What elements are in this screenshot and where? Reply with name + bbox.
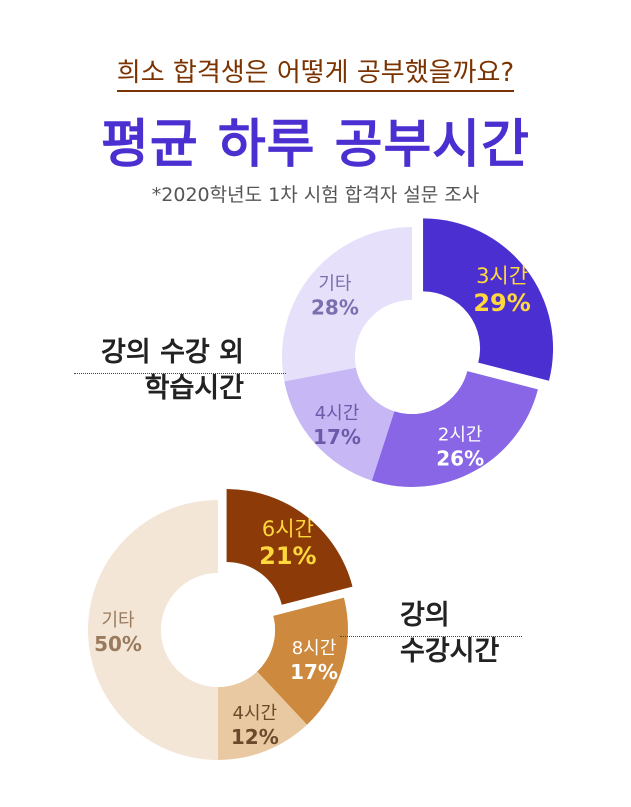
chart1-slice-2	[371, 371, 538, 487]
chart1-slice-3-value-label: 17%	[313, 425, 361, 449]
chart2-slice-2	[257, 597, 349, 725]
chart1-slice-4	[281, 227, 412, 382]
chart2-slice-4-category-label: 기타	[101, 610, 135, 631]
chart1-slice-4-value-label: 28%	[311, 295, 359, 319]
chart1-center-hole	[355, 300, 469, 414]
leader-line-2	[340, 636, 522, 637]
chart1-label-line1: 강의 수강 외	[101, 337, 244, 368]
chart1-slice-1-category-label: 3시간	[476, 264, 528, 288]
chart1-slice-2-value-label: 26%	[436, 447, 484, 471]
chart1-slice-4-category-label: 기타	[318, 273, 352, 294]
chart1-slice-1	[423, 218, 554, 381]
chart1-slice-3	[284, 367, 395, 481]
chart1-slice-2-category-label: 2시간	[438, 425, 483, 446]
subtitle-text: 희소 합격생은 어떻게 공부했을까요?	[116, 58, 515, 92]
chart2-slice-2-value-label: 17%	[290, 660, 338, 684]
chart2-label-line2: 수강시간	[400, 636, 500, 667]
chart2-slice-4	[88, 500, 218, 760]
survey-note: *2020학년도 1차 시험 합격자 설문 조사	[151, 184, 480, 206]
page-title: 평균 하루 공부시간	[101, 115, 530, 175]
chart2-slice-3	[218, 671, 307, 760]
chart2-slice-1-category-label: 6시간	[262, 517, 314, 541]
chart1-slice-1-value-label: 29%	[473, 289, 530, 317]
chart1-label-line2: 학습시간	[144, 373, 244, 404]
chart2-slice-2-category-label: 8시간	[292, 638, 337, 659]
chart2-center-hole	[161, 573, 275, 687]
chart2-slice-3-category-label: 4시간	[233, 703, 278, 724]
leader-line-1	[74, 373, 286, 374]
chart1-label: 강의 수강 외 학습시간	[74, 335, 244, 407]
subtitle: 희소 합격생은 어떻게 공부했을까요?	[0, 52, 631, 92]
chart2-label-line1: 강의	[400, 600, 450, 631]
chart2-slice-1	[226, 488, 353, 605]
chart2-label: 강의 수강시간	[400, 598, 560, 670]
chart1-slice-3-category-label: 4시간	[315, 403, 360, 424]
chart2-slice-1-value-label: 21%	[259, 542, 316, 570]
chart2-slice-4-value-label: 50%	[94, 632, 142, 656]
chart2-slice-3-value-label: 12%	[231, 725, 279, 749]
